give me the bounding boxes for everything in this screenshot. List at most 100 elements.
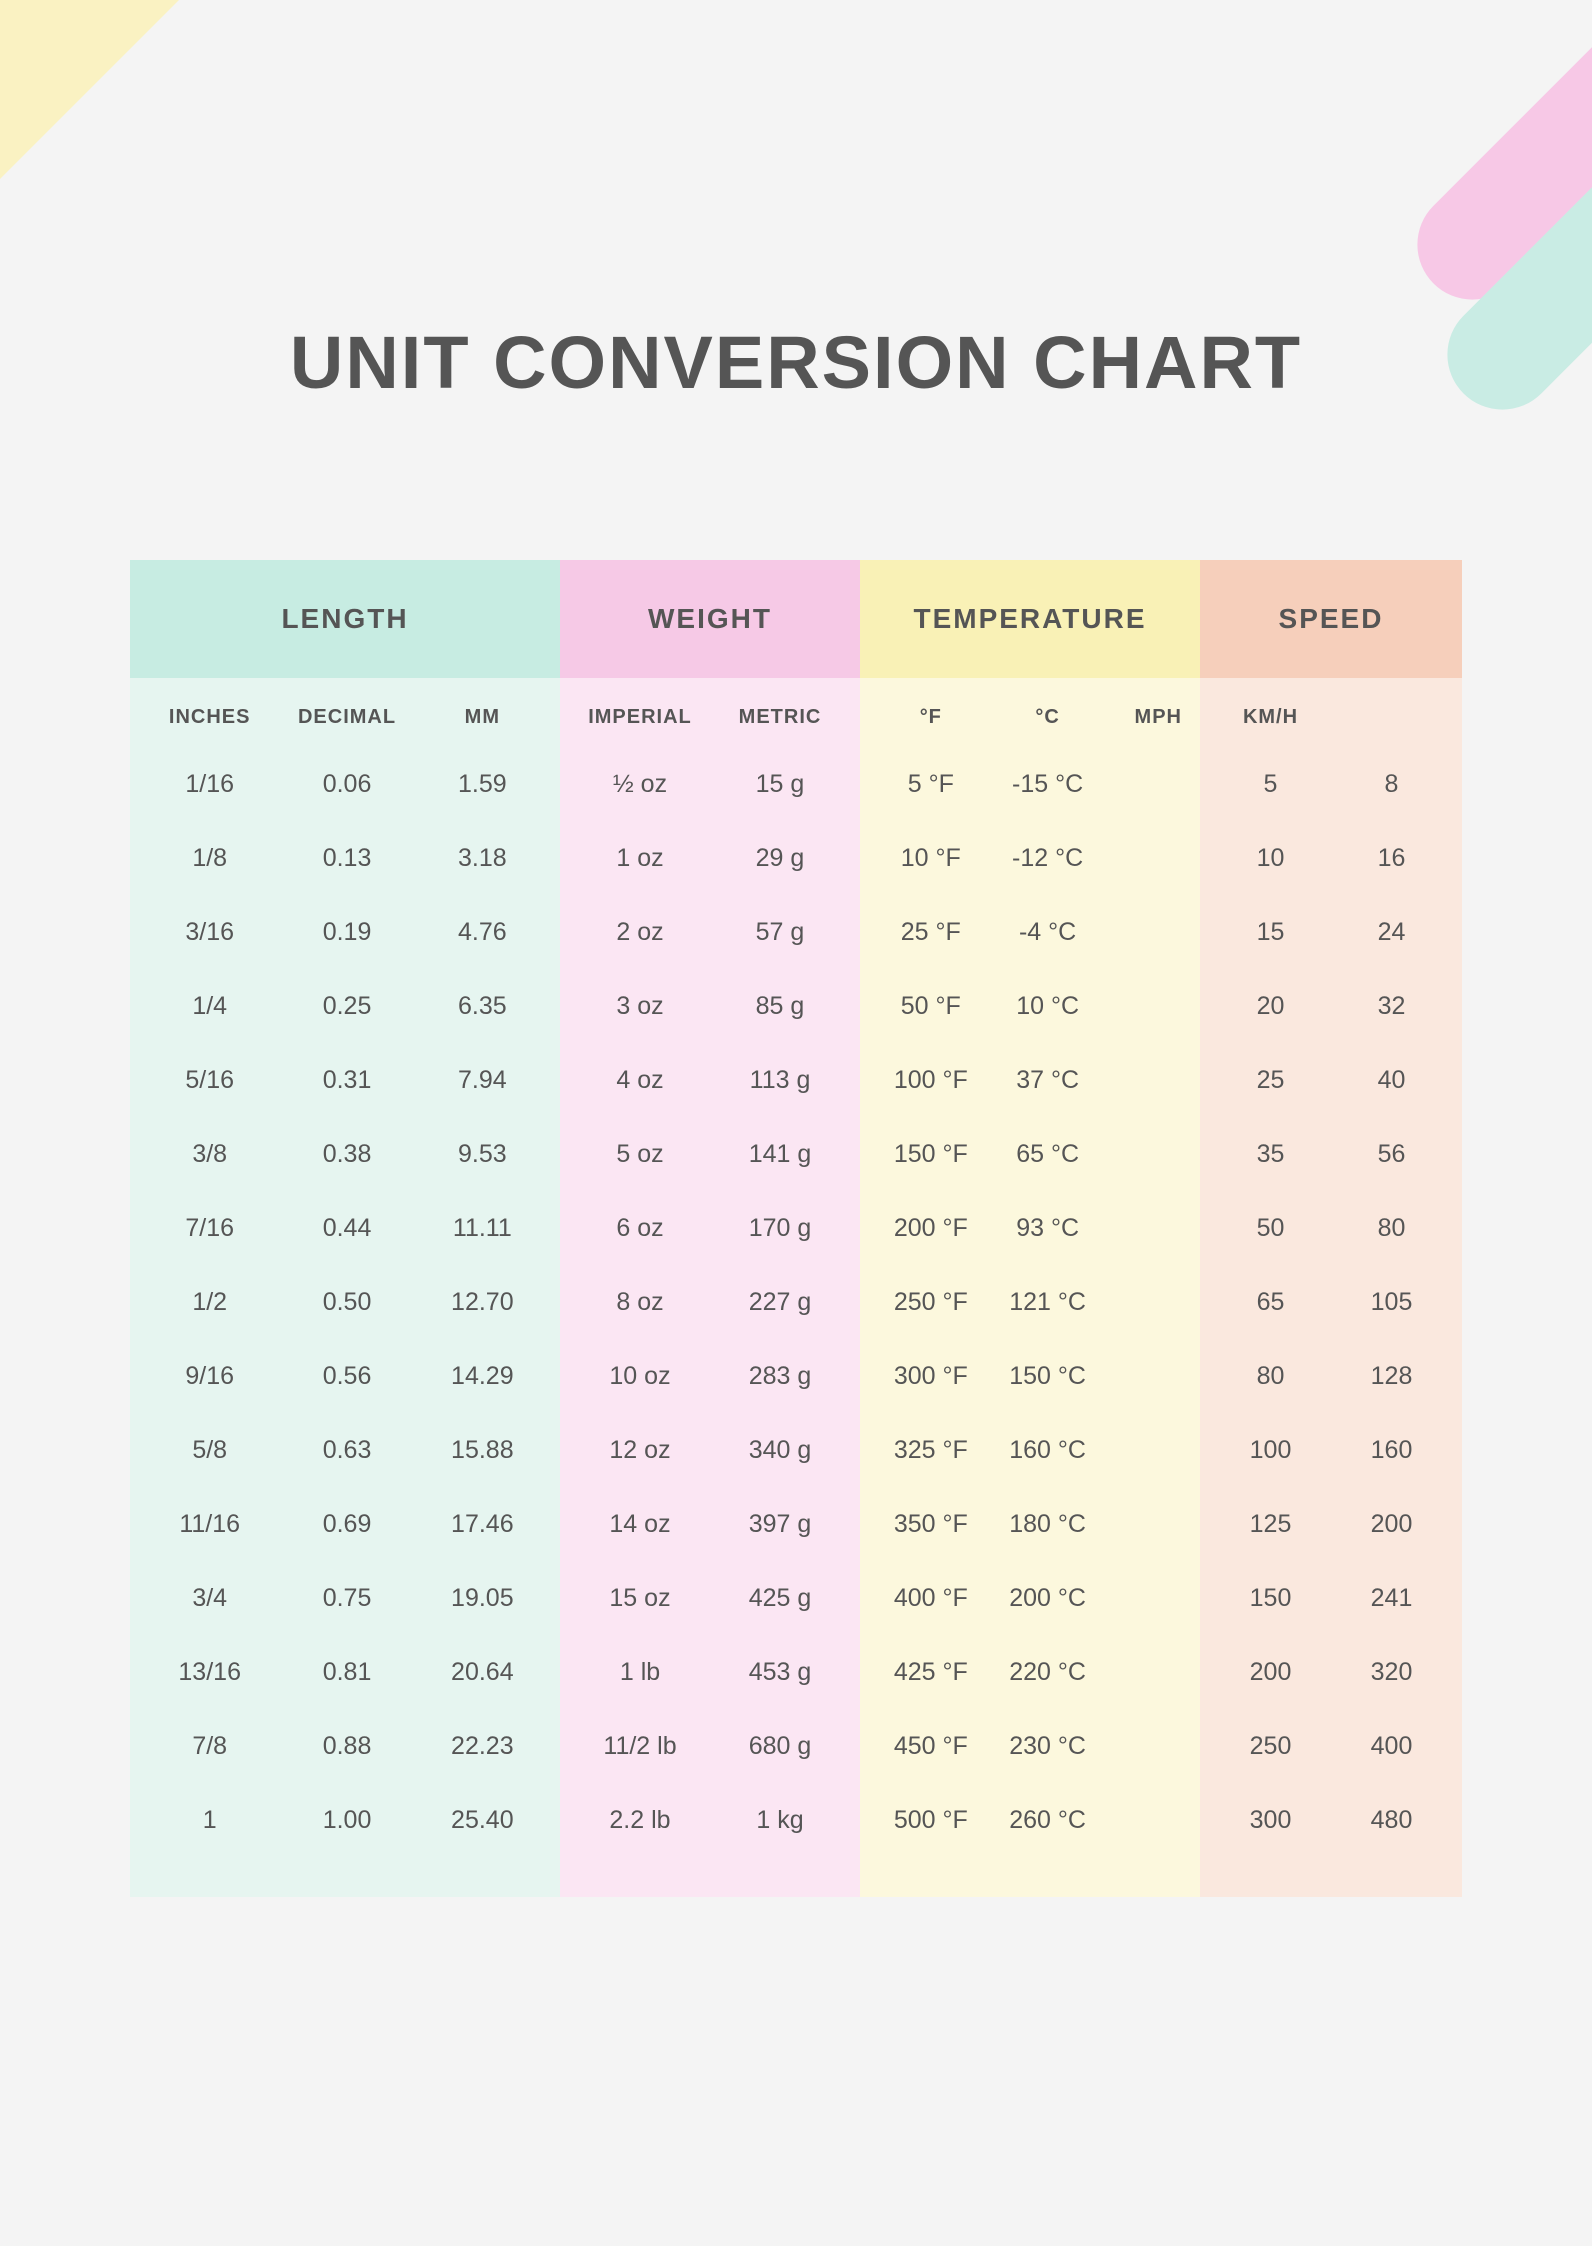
table-row: 5/160.317.94: [130, 1043, 560, 1117]
table-row: 8 oz227 g: [560, 1265, 860, 1339]
table-cell: 450 °F: [870, 1732, 992, 1761]
table-cell: 150: [1210, 1584, 1331, 1613]
table-row: 150241: [1200, 1561, 1462, 1635]
table-row: 5 °F-15 °C: [860, 747, 1200, 821]
table-cell: 57 g: [710, 918, 850, 947]
table-cell: 10: [1210, 844, 1331, 873]
table-cell: 100 °F: [870, 1066, 992, 1095]
table-cell: 15.88: [415, 1436, 550, 1465]
table-row: ½ oz15 g: [560, 747, 860, 821]
section-header-weight: WEIGHT: [560, 560, 860, 678]
table-cell: 7/8: [140, 1732, 279, 1761]
table-cell: 170 g: [710, 1214, 850, 1243]
table-cell: 400 °F: [870, 1584, 992, 1613]
table-cell: 65 °C: [992, 1140, 1104, 1169]
table-cell: 32: [1331, 992, 1452, 1021]
table-cell: 65: [1210, 1288, 1331, 1317]
table-cell: 105: [1331, 1288, 1452, 1317]
table-cell: 200 °F: [870, 1214, 992, 1243]
table-row: 200 °F93 °C: [860, 1191, 1200, 1265]
table-cell: 0.31: [279, 1066, 414, 1095]
table-cell: 5 oz: [570, 1140, 710, 1169]
section-header-length: LENGTH: [130, 560, 560, 678]
table-cell: 0.75: [279, 1584, 414, 1613]
table-cell: 100: [1210, 1436, 1331, 1465]
col-fahrenheit: °F: [870, 706, 992, 729]
table-cell: 320: [1331, 1658, 1452, 1687]
table-cell: 200: [1331, 1510, 1452, 1539]
table-cell: 0.25: [279, 992, 414, 1021]
table-cell: 260 °C: [992, 1806, 1104, 1835]
table-cell: 9.53: [415, 1140, 550, 1169]
table-row: 5/80.6315.88: [130, 1413, 560, 1487]
table-cell: 425 g: [710, 1584, 850, 1613]
table-cell: 250 °F: [870, 1288, 992, 1317]
table-row: 12 oz340 g: [560, 1413, 860, 1487]
table-cell: 227 g: [710, 1288, 850, 1317]
table-row: 14 oz397 g: [560, 1487, 860, 1561]
table-cell: 2 oz: [570, 918, 710, 947]
table-cell: 141 g: [710, 1140, 850, 1169]
table-cell: 15 g: [710, 770, 850, 799]
section-header-temperature: TEMPERATURE: [860, 560, 1200, 678]
table-row: 65105: [1200, 1265, 1462, 1339]
table-cell: 19.05: [415, 1584, 550, 1613]
table-cell: 37 °C: [992, 1066, 1104, 1095]
table-row: 2 oz57 g: [560, 895, 860, 969]
section-weight: WEIGHT IMPERIAL METRIC ½ oz15 g1 oz29 g2…: [560, 560, 860, 1897]
col-imperial: IMPERIAL: [570, 706, 710, 729]
table-cell: 350 °F: [870, 1510, 992, 1539]
table-cell: 0.50: [279, 1288, 414, 1317]
table-cell: 1/16: [140, 770, 279, 799]
table-cell: 15 oz: [570, 1584, 710, 1613]
table-cell: 128: [1331, 1362, 1452, 1391]
table-cell: -15 °C: [992, 770, 1104, 799]
table-cell: 3/8: [140, 1140, 279, 1169]
table-cell: 0.06: [279, 770, 414, 799]
subheads-weight: IMPERIAL METRIC: [560, 706, 860, 747]
table-cell: 4.76: [415, 918, 550, 947]
table-cell: 17.46: [415, 1510, 550, 1539]
table-cell: 425 °F: [870, 1658, 992, 1687]
table-cell: 113 g: [710, 1066, 850, 1095]
table-cell: 6.35: [415, 992, 550, 1021]
table-cell: 22.23: [415, 1732, 550, 1761]
table-row: 1016: [1200, 821, 1462, 895]
table-cell: -12 °C: [992, 844, 1104, 873]
table-row: 1/20.5012.70: [130, 1265, 560, 1339]
table-cell: 480: [1331, 1806, 1452, 1835]
section-speed: SPEED KM/H 58101615242032254035565080651…: [1200, 560, 1462, 1897]
table-row: 3/160.194.76: [130, 895, 560, 969]
table-cell: 1/2: [140, 1288, 279, 1317]
table-cell: 13/16: [140, 1658, 279, 1687]
table-cell: 8 oz: [570, 1288, 710, 1317]
subheads-speed: KM/H: [1200, 706, 1462, 747]
table-row: 3/80.389.53: [130, 1117, 560, 1191]
table-cell: 0.88: [279, 1732, 414, 1761]
table-row: 5080: [1200, 1191, 1462, 1265]
table-cell: 12 oz: [570, 1436, 710, 1465]
table-row: 400 °F200 °C: [860, 1561, 1200, 1635]
table-row: 425 °F220 °C: [860, 1635, 1200, 1709]
table-cell: 2.2 lb: [570, 1806, 710, 1835]
table-row: 125200: [1200, 1487, 1462, 1561]
table-cell: 6 oz: [570, 1214, 710, 1243]
table-row: 4 oz113 g: [560, 1043, 860, 1117]
table-cell: 35: [1210, 1140, 1331, 1169]
decoration-yellow: [0, 0, 317, 257]
table-row: 200320: [1200, 1635, 1462, 1709]
table-row: 7/160.4411.11: [130, 1191, 560, 1265]
table-cell: -4 °C: [992, 918, 1104, 947]
table-row: 58: [1200, 747, 1462, 821]
section-body-weight: IMPERIAL METRIC ½ oz15 g1 oz29 g2 oz57 g…: [560, 678, 860, 1897]
table-cell: 125: [1210, 1510, 1331, 1539]
table-row: 10 °F-12 °C: [860, 821, 1200, 895]
section-body-length: INCHES DECIMAL MM 1/160.061.591/80.133.1…: [130, 678, 560, 1897]
table-cell: 8: [1331, 770, 1452, 799]
table-row: 2.2 lb1 kg: [560, 1783, 860, 1857]
table-row: 80128: [1200, 1339, 1462, 1413]
table-cell: 80: [1331, 1214, 1452, 1243]
subheads-temperature: °F °C MPH: [860, 706, 1200, 747]
table-cell: 3.18: [415, 844, 550, 873]
table-cell: 5/8: [140, 1436, 279, 1465]
